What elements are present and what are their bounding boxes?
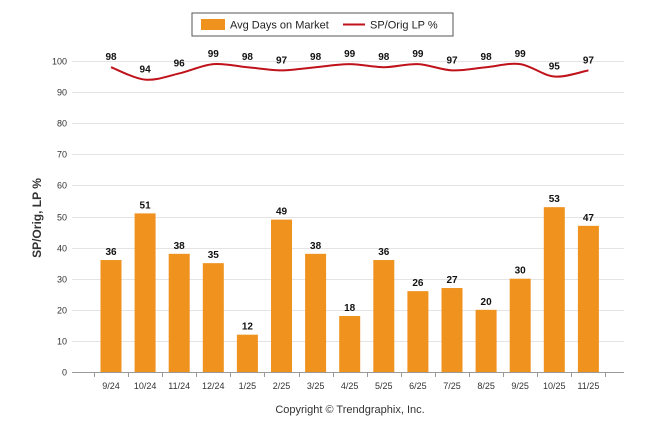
line-series bbox=[110, 62, 589, 81]
x-tick-label: 8/25 bbox=[477, 381, 495, 391]
y-tick-label: 0 bbox=[62, 368, 67, 378]
x-tick-label: 12/24 bbox=[202, 381, 225, 391]
y-tick-label: 40 bbox=[57, 244, 67, 254]
bar[interactable] bbox=[441, 288, 463, 372]
y-tick-label: 60 bbox=[57, 181, 67, 191]
bar[interactable] bbox=[475, 309, 497, 372]
x-tick-label: 11/25 bbox=[577, 381, 599, 391]
bar-value-label: 20 bbox=[481, 297, 493, 308]
line-value-label: 98 bbox=[310, 52, 322, 63]
y-tick-label: 100 bbox=[52, 57, 67, 67]
x-axis: 9/24 10/24 11/24 12/24 1/25 2/25 3/25 4/25 5/25 6… bbox=[94, 372, 606, 391]
y-tick-label: 20 bbox=[57, 306, 67, 316]
line-value-label: 96 bbox=[174, 58, 186, 69]
line-value-label: 98 bbox=[481, 52, 493, 63]
data-labels: 36 51 38 35 12 49 38 18 36 26 27 20 30 53 47 98 94 96 99 98… bbox=[105, 49, 594, 333]
line-value-label: 99 bbox=[412, 49, 424, 60]
line-value-label: 99 bbox=[344, 49, 356, 60]
x-tick-label: 6/25 bbox=[409, 381, 427, 391]
x-tick-label: 2/25 bbox=[273, 381, 291, 391]
x-tick-label: 7/25 bbox=[443, 381, 461, 391]
bar[interactable] bbox=[543, 207, 565, 372]
bar-value-label: 38 bbox=[310, 241, 322, 252]
x-tick-label: 3/25 bbox=[307, 381, 325, 391]
y-tick-label: 90 bbox=[57, 88, 67, 98]
bar-value-label: 30 bbox=[515, 266, 527, 277]
bar-value-label: 38 bbox=[174, 241, 186, 252]
line-value-label: 97 bbox=[583, 55, 595, 66]
bar-value-label: 49 bbox=[276, 207, 288, 218]
line-value-label: 98 bbox=[378, 52, 390, 63]
y-tick-label: 10 bbox=[57, 337, 67, 347]
y-axis: 0 10 20 30 40 50 60 70 80 90 100 bbox=[52, 57, 67, 378]
y-tick-label: 80 bbox=[57, 119, 67, 129]
bar[interactable] bbox=[236, 334, 258, 372]
bar[interactable] bbox=[339, 316, 361, 372]
y-tick-label: 30 bbox=[57, 275, 67, 285]
x-tick-label: 4/25 bbox=[341, 381, 359, 391]
x-tick-label: 9/25 bbox=[511, 381, 529, 391]
bar[interactable] bbox=[271, 219, 292, 372]
bar-value-label: 12 bbox=[242, 322, 254, 333]
x-tick-label: 1/25 bbox=[239, 381, 257, 391]
bar-value-label: 47 bbox=[583, 213, 595, 224]
bar[interactable] bbox=[407, 291, 429, 372]
line-value-label: 95 bbox=[549, 62, 561, 73]
line-value-label: 98 bbox=[242, 52, 254, 63]
x-tick-label: 10/24 bbox=[134, 381, 157, 391]
bar[interactable] bbox=[168, 253, 190, 372]
y-tick-label: 70 bbox=[57, 150, 67, 160]
legend-line-label[interactable]: SP/Orig LP % bbox=[370, 20, 438, 32]
copyright-text: Copyright © Trendgraphix, Inc. bbox=[275, 404, 424, 416]
bar-value-label: 53 bbox=[549, 194, 561, 205]
legend-bar-swatch bbox=[201, 19, 225, 30]
line-value-label: 97 bbox=[446, 55, 458, 66]
legend-box bbox=[191, 12, 454, 37]
y-tick-label: 50 bbox=[57, 213, 67, 223]
bar[interactable] bbox=[100, 260, 122, 372]
bar-value-label: 36 bbox=[378, 247, 390, 258]
x-tick-label: 5/25 bbox=[375, 381, 393, 391]
line-path[interactable] bbox=[110, 62, 589, 81]
bar-value-label: 27 bbox=[446, 275, 458, 286]
bar-value-label: 36 bbox=[105, 247, 117, 258]
line-value-label: 99 bbox=[515, 49, 527, 60]
y-axis-title: SP/Orig, LP % bbox=[30, 178, 44, 258]
bar-value-label: 51 bbox=[140, 200, 152, 211]
bar-value-label: 18 bbox=[344, 303, 356, 314]
bar-value-label: 35 bbox=[208, 250, 220, 261]
line-value-label: 94 bbox=[140, 65, 152, 76]
bar[interactable] bbox=[202, 263, 224, 372]
x-tick-label: 11/24 bbox=[168, 381, 190, 391]
line-value-label: 97 bbox=[276, 55, 288, 66]
bar[interactable] bbox=[509, 278, 531, 372]
bar[interactable] bbox=[134, 213, 156, 372]
x-tick-label: 10/25 bbox=[543, 381, 566, 391]
bar[interactable] bbox=[305, 253, 327, 372]
legend-bar-label[interactable]: Avg Days on Market bbox=[230, 20, 329, 32]
grid bbox=[72, 61, 624, 373]
bar[interactable] bbox=[577, 225, 599, 372]
line-value-label: 98 bbox=[105, 52, 117, 63]
bar-series bbox=[100, 207, 599, 372]
bar[interactable] bbox=[373, 260, 395, 372]
x-tick-label: 9/24 bbox=[102, 381, 120, 391]
legend[interactable]: Avg Days on Market SP/Orig LP % bbox=[191, 12, 454, 37]
line-value-label: 99 bbox=[208, 49, 220, 60]
bar-value-label: 26 bbox=[412, 278, 424, 289]
